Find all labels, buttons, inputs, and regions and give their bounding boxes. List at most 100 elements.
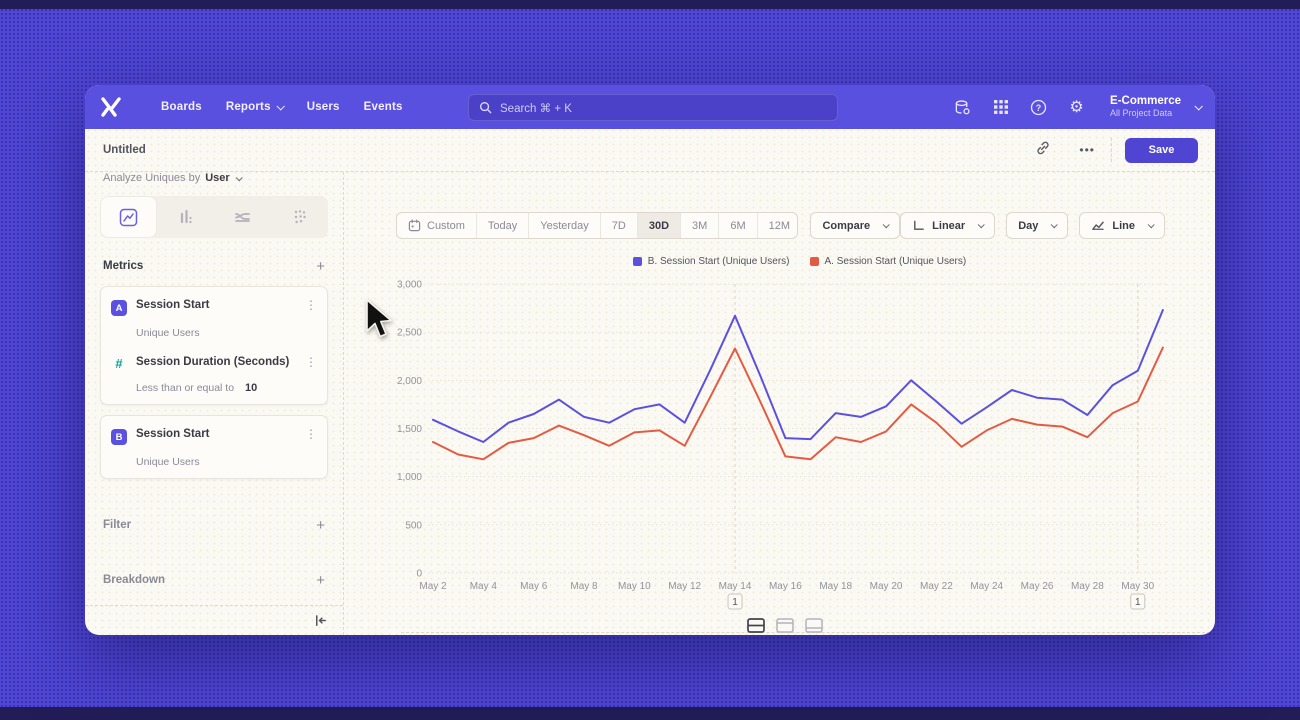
range-30d-button[interactable]: 30D	[637, 213, 682, 238]
number-property-icon: #	[115, 356, 123, 371]
analyze-by-value: User	[205, 172, 230, 184]
svg-text:3,000: 3,000	[397, 280, 422, 291]
tab-scatter[interactable]	[271, 196, 328, 238]
nav-item-label: Boards	[161, 101, 202, 113]
chevron-down-icon	[882, 221, 890, 229]
svg-text:May 16: May 16	[769, 581, 802, 592]
range-today-button[interactable]: Today	[477, 213, 530, 238]
range-7d-button[interactable]: 7D	[601, 213, 638, 238]
nav-item-label: Events	[363, 101, 403, 113]
nav-item-reports[interactable]: Reports	[225, 101, 285, 113]
date-range-group: Custom Today Yesterday 7D 30D 3M 6M 12M	[396, 212, 799, 239]
line-chart-tab-icon	[119, 208, 138, 226]
legend-swatch-b	[632, 257, 642, 266]
data-management-icon[interactable]	[954, 99, 971, 116]
visualization-tabbar	[100, 196, 328, 238]
project-selector[interactable]: E-Commerce All Project Data	[1110, 95, 1203, 119]
nav-item-boards[interactable]: Boards	[161, 101, 202, 113]
range-3m-button[interactable]: 3M	[681, 213, 720, 238]
scale-dropdown[interactable]: Linear	[900, 212, 996, 239]
svg-text:May 26: May 26	[1021, 581, 1054, 592]
svg-text:2,500: 2,500	[397, 328, 422, 339]
metric-card-b[interactable]: B Session Start ⋮ Unique Users	[100, 415, 328, 479]
search-input[interactable]: Search ⌘ + K	[468, 94, 838, 121]
range-6m-button[interactable]: 6M	[719, 213, 758, 238]
calendar-icon	[408, 219, 421, 232]
sidebar-footer	[85, 605, 343, 635]
range-custom-button[interactable]: Custom	[397, 213, 477, 238]
chart-panel: Custom Today Yesterday 7D 30D 3M 6M 12M …	[344, 172, 1215, 635]
add-breakdown-button[interactable]: +	[316, 571, 325, 589]
metric-card-a[interactable]: A Session Start ⋮ Unique Users # Session…	[100, 286, 328, 405]
svg-text:May 8: May 8	[570, 581, 598, 592]
nav-item-users[interactable]: Users	[307, 101, 340, 113]
tab-flow[interactable]	[214, 196, 271, 238]
range-label: Today	[487, 219, 518, 232]
analyze-by-select[interactable]: User	[205, 172, 243, 184]
help-icon[interactable]: ?	[1030, 99, 1047, 116]
svg-text:2,000: 2,000	[397, 376, 422, 387]
legend-entry-a[interactable]: A. Session Start (Unique Users)	[809, 256, 966, 267]
top-navbar: Boards Reports Users Events Search ⌘ + K	[85, 85, 1215, 129]
filter-heading: Filter	[103, 519, 132, 531]
kebab-menu-icon[interactable]: ⋮	[305, 298, 317, 312]
line-chart[interactable]: 0 500 1,000 1,500 2,000 2,500 3,000 May 2 May 4 M…	[344, 272, 1215, 612]
clause-operator: Less than or equal to	[136, 382, 235, 394]
mixpanel-logo-icon[interactable]	[99, 95, 123, 119]
svg-text:May 10: May 10	[618, 581, 651, 592]
add-filter-button[interactable]: +	[316, 516, 325, 534]
more-options-button[interactable]: •••	[1079, 143, 1095, 157]
range-yesterday-button[interactable]: Yesterday	[529, 213, 601, 238]
share-link-icon[interactable]	[1029, 140, 1057, 161]
chart-settings-group: Linear Day Line	[900, 212, 1165, 239]
svg-text:May 30: May 30	[1121, 581, 1154, 592]
chart-type-dropdown[interactable]: Line	[1079, 212, 1165, 239]
chevron-down-icon	[276, 102, 285, 111]
metric-row: # Session Duration (Seconds) ⋮	[111, 353, 317, 375]
metric-badge-a: A	[111, 300, 127, 316]
nav-item-events[interactable]: Events	[364, 101, 403, 113]
svg-text:1: 1	[732, 597, 738, 608]
metric-subtitle[interactable]: Unique Users	[136, 456, 200, 468]
layout-split-icon[interactable]	[746, 617, 766, 634]
mouse-cursor	[366, 299, 392, 338]
header-divider	[85, 171, 1215, 172]
metric-subtitle[interactable]: Unique Users	[136, 327, 200, 339]
range-label: 7D	[611, 219, 626, 232]
tab-bar-chart[interactable]	[157, 196, 214, 238]
kebab-menu-icon[interactable]: ⋮	[305, 427, 317, 441]
chart-legend: B. Session Start (Unique Users) A. Sessi…	[404, 256, 1195, 267]
nav-item-label: Users	[306, 101, 340, 113]
layout-toggles	[746, 617, 824, 634]
metric-badge-b: B	[111, 429, 127, 445]
interval-label: Day	[1018, 219, 1039, 232]
interval-dropdown[interactable]: Day	[1006, 212, 1069, 239]
metric-filter-clause[interactable]: Less than or equal to 10	[136, 382, 317, 394]
layout-top-icon[interactable]	[775, 617, 795, 634]
line-chart-icon	[1092, 221, 1105, 230]
breakdown-section-header: Breakdown +	[103, 570, 325, 590]
svg-text:May 4: May 4	[470, 581, 498, 592]
breakdown-heading: Breakdown	[103, 574, 165, 586]
svg-text:May 22: May 22	[920, 581, 953, 592]
kebab-menu-icon[interactable]: ⋮	[305, 355, 317, 369]
range-12m-button[interactable]: 12M	[758, 213, 798, 238]
settings-gear-icon[interactable]: ⚙	[1069, 99, 1084, 116]
navbar-right-group: ? ⚙ E-Commerce All Project Data	[954, 85, 1203, 129]
layout-bottom-icon[interactable]	[804, 617, 824, 634]
nav-item-label: Reports	[225, 101, 271, 113]
metric-row: A Session Start ⋮	[111, 296, 317, 320]
background-bottom-strip	[0, 707, 1300, 720]
chart-type-label: Line	[1112, 219, 1135, 232]
collapse-sidebar-icon[interactable]	[313, 613, 328, 628]
add-metric-button[interactable]: +	[316, 257, 325, 275]
legend-label: B. Session Start (Unique Users)	[647, 256, 790, 267]
clause-value[interactable]: 10	[245, 382, 258, 394]
svg-text:0: 0	[416, 569, 422, 580]
legend-entry-b[interactable]: B. Session Start (Unique Users)	[632, 256, 790, 267]
tab-line-chart[interactable]	[100, 196, 157, 238]
report-title[interactable]: Untitled	[103, 144, 146, 156]
save-button[interactable]: Save	[1125, 137, 1198, 163]
compare-dropdown[interactable]: Compare	[810, 212, 901, 239]
apps-grid-icon[interactable]	[992, 99, 1009, 116]
